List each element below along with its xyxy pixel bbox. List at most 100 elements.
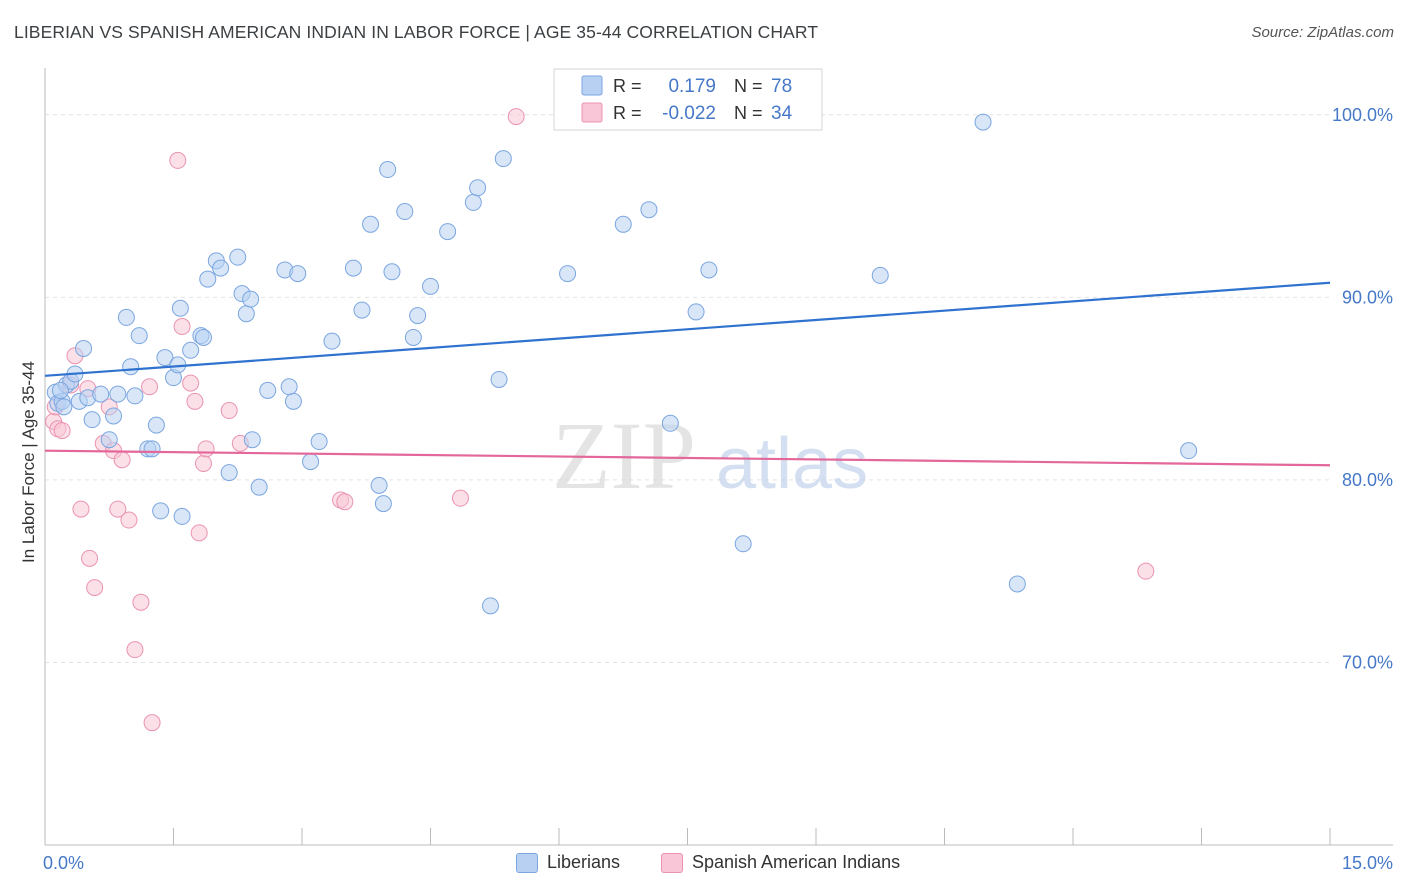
liberian-point: [1008, 575, 1026, 593]
liberian-point: [100, 431, 118, 449]
spanish-american-indian-point: [53, 422, 71, 440]
liberian-point: [51, 381, 69, 399]
x-tick-label: 15.0%: [1342, 853, 1393, 873]
liberian-point: [353, 301, 371, 319]
liberian-point: [130, 327, 148, 345]
liberian-point: [171, 299, 189, 317]
stats-r-label: R =: [613, 76, 642, 96]
spanish-american-indian-point: [141, 378, 159, 396]
stats-r-value: 0.179: [668, 76, 716, 97]
liberian-point: [469, 179, 487, 197]
liberian-point: [661, 414, 679, 432]
liberian-point: [734, 535, 752, 553]
liberian-point: [242, 290, 260, 308]
stats-n-label: N =: [734, 103, 763, 123]
liberian-point: [92, 385, 110, 403]
gridlines: [45, 114, 1330, 663]
stats-n-value: 34: [771, 103, 793, 124]
legend-label-liberians: Liberians: [547, 852, 621, 872]
liberians-swatch: [516, 852, 538, 873]
legend-item-spanish-american-indians[interactable]: Spanish American Indians: [661, 852, 900, 873]
spanish-american-indian-point: [173, 318, 191, 336]
stats-swatch: [581, 102, 603, 123]
spanish-american-indian-point: [81, 549, 99, 567]
spanish-american-indian-point: [220, 402, 238, 420]
stats-legend: R = 0.179 N = 78 R = -0.022 N = 34: [553, 68, 823, 131]
liberian-point: [481, 597, 499, 615]
liberian-point: [974, 113, 992, 131]
watermark-atlas: atlas: [716, 424, 868, 504]
liberian-point: [323, 332, 341, 350]
liberian-point: [396, 203, 414, 221]
source-label: Source: ZipAtlas.com: [1251, 24, 1394, 41]
liberian-point: [199, 270, 217, 288]
stats-r-value: -0.022: [662, 103, 716, 124]
spanish-american-indian-point: [132, 593, 150, 611]
liberian-point: [83, 411, 101, 429]
liberian-point: [229, 248, 247, 266]
liberian-point: [404, 328, 422, 346]
liberian-point: [220, 464, 238, 482]
legend-label-spanish-american-indians: Spanish American Indians: [692, 852, 901, 872]
spanish-american-indian-point: [1137, 562, 1155, 580]
watermark: ZIP atlas: [552, 402, 868, 509]
liberian-point: [243, 431, 261, 449]
axes: [44, 68, 1393, 846]
stats-n-value: 78: [771, 76, 792, 97]
liberian-point: [439, 223, 457, 241]
spanish-american-indian-point: [126, 641, 144, 659]
spanish-american-indian-point: [120, 511, 138, 529]
liberian-point: [289, 265, 307, 283]
liberian-point: [422, 277, 439, 295]
spanish-american-indian-point: [336, 493, 354, 511]
liberian-point: [640, 201, 658, 219]
liberian-point: [464, 193, 482, 211]
liberian-point: [105, 407, 123, 425]
liberian-point: [212, 259, 230, 277]
liberian-point: [871, 266, 889, 284]
spanish-american-indian-point: [169, 151, 187, 169]
liberian-point: [109, 385, 127, 403]
liberian-point: [374, 495, 392, 513]
liberian-point: [614, 215, 632, 233]
liberian-trend-line: [44, 281, 1331, 377]
x-tick-label: 0.0%: [43, 853, 84, 873]
liberian-point: [250, 478, 268, 496]
liberian-point: [156, 349, 174, 367]
liberian-point: [75, 339, 93, 357]
trend-lines: [44, 281, 1331, 467]
liberian-point: [55, 398, 73, 416]
spanish-american-indian-point: [143, 714, 161, 732]
liberian-point: [117, 308, 135, 326]
liberian-point: [310, 433, 328, 451]
stats-r-label: R =: [613, 103, 642, 123]
stats-n-label: N =: [734, 76, 763, 96]
liberian-point: [494, 150, 512, 168]
liberian-point: [370, 476, 388, 494]
liberian-point: [1180, 442, 1198, 460]
y-tick-label: 100.0%: [1332, 105, 1393, 125]
liberian-point: [182, 341, 200, 359]
legend-item-liberians[interactable]: Liberians: [516, 852, 620, 873]
spanish-american-indian-point: [113, 451, 131, 469]
liberian-point: [409, 307, 427, 325]
y-tick-label: 70.0%: [1342, 652, 1393, 672]
y-axis-tick-labels: 100.0% 90.0% 80.0% 70.0%: [1332, 105, 1393, 673]
liberian-point: [126, 387, 144, 405]
liberian-point: [687, 303, 705, 321]
liberian-point: [302, 453, 320, 471]
spanish-american-indian-point: [194, 454, 212, 472]
liberian-point: [700, 261, 718, 279]
spanish-american-indian-trend-line: [44, 449, 1331, 467]
spanish-american-indian-point: [451, 489, 469, 507]
liberian-point: [173, 507, 191, 525]
liberian-point: [559, 265, 577, 283]
chart-title: LIBERIAN VS SPANISH AMERICAN INDIAN IN L…: [14, 22, 819, 42]
spanish-american-indian-point: [86, 579, 104, 597]
y-tick-label: 80.0%: [1342, 470, 1393, 490]
liberian-points: [46, 113, 1198, 615]
liberian-point: [344, 259, 362, 277]
spanish-american-indian-point: [197, 440, 215, 458]
spanish-american-indian-point: [186, 392, 204, 410]
